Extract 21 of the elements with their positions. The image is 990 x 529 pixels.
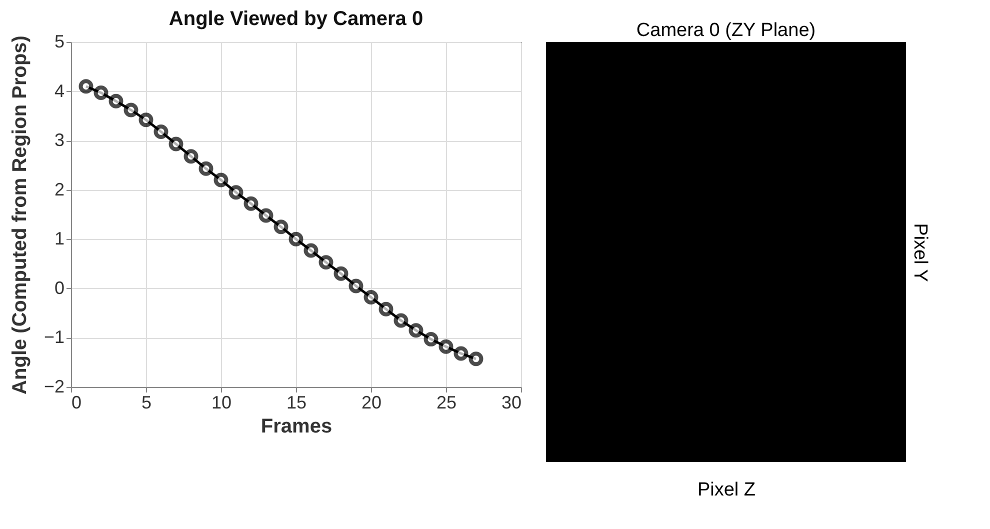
x-tick-label: 5 — [141, 392, 152, 412]
x-tick-label: 20 — [361, 392, 382, 412]
y-tick-label: 1 — [54, 228, 64, 249]
chart-title: Angle Viewed by Camera 0 — [168, 8, 424, 30]
x-tick-label: 10 — [211, 392, 232, 412]
x-tick-label: 25 — [436, 392, 457, 412]
text: Pixel Z — [697, 480, 756, 500]
text: Camera 0 (ZY Plane) — [636, 20, 816, 41]
x-axis-title: Frames — [260, 416, 332, 438]
x-tick-label: 15 — [286, 392, 307, 412]
y-tick-label: −1 — [44, 327, 64, 348]
text: Pixel Y — [910, 223, 930, 282]
x-tick-label: 30 — [501, 392, 522, 412]
y-tick-label: 2 — [54, 179, 64, 200]
y-tick-label: 3 — [54, 130, 64, 150]
y-tick-label: 5 — [54, 32, 64, 52]
y-tick-label: −2 — [44, 376, 64, 396]
y-axis-title: Angle (Computed from Region Props) — [8, 36, 31, 394]
y-tick-label: 0 — [54, 278, 64, 298]
x-tick-label: 0 — [72, 392, 82, 412]
y-tick-label: 4 — [54, 80, 64, 101]
